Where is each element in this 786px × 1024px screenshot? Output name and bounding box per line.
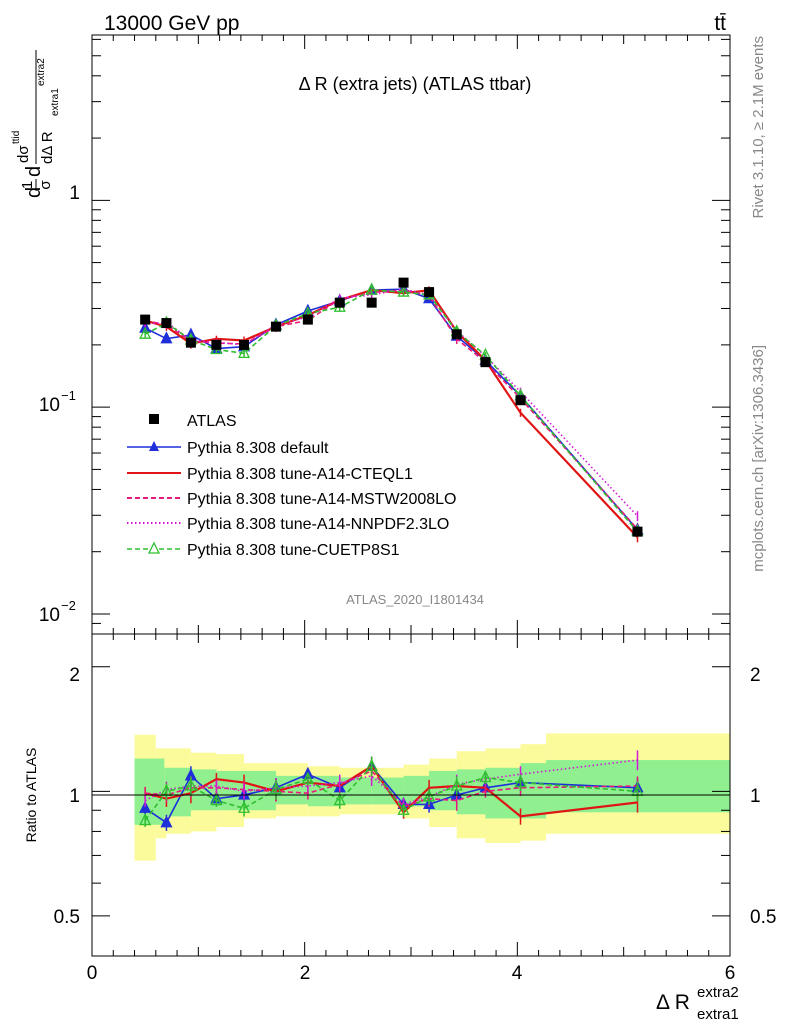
atlas-point-12 (480, 357, 491, 368)
legend-entry-atlas: ATLAS (149, 413, 237, 430)
x-axis-label-sub: extra1 (697, 1006, 739, 1023)
main-y-axis-label: d 1 σ d dσ ttid dΔ R extra1 extra2 (11, 50, 61, 198)
ratio-tick-0.5-left: 0.5 (54, 907, 80, 928)
energy-label: 13000 GeV pp (104, 12, 239, 35)
x-tick-6: 6 (725, 963, 736, 984)
ratio-marker-4-3 (210, 793, 223, 806)
ratio-marker-4-8 (365, 758, 378, 771)
main-marker-4-0 (139, 326, 152, 339)
atlas-point-6 (302, 314, 313, 325)
atlas-point-1 (161, 318, 172, 329)
x-axis-label: Δ R extra2 extra1 (656, 984, 739, 1023)
ratio-marker-4-11 (450, 778, 463, 791)
process-label: tt̄ (714, 12, 726, 35)
x-tick-0: 0 (87, 963, 98, 984)
ylabel-d: d (23, 187, 45, 198)
atlas-point-8 (366, 297, 377, 308)
main-marker-4-8 (365, 282, 378, 295)
legend-marker-atlas (149, 414, 159, 424)
legend-marker-default (149, 441, 159, 451)
legend-entry-mstw: Pythia 8.308 tune-A14-MSTW2008LO (127, 491, 456, 508)
ratio-marker-4-0 (139, 813, 152, 826)
ratio-panel-data (139, 750, 644, 831)
legend-entry-cteql1: Pythia 8.308 tune-A14-CTEQL1 (127, 466, 413, 483)
legend-marker-cuetp8s1 (147, 541, 161, 554)
atlas-point-3 (211, 339, 222, 350)
y-tick-label-0.01: 10 (39, 605, 60, 626)
rivet-version-label: Rivet 3.1.10, ≥ 2.1M events (750, 36, 767, 219)
ratio-marker-0-0 (139, 800, 152, 813)
atlas-point-4 (239, 339, 250, 350)
legend-entry-default: Pythia 8.308 default (127, 440, 329, 457)
atlas-point-14 (632, 526, 643, 537)
atlas-point-5 (270, 321, 281, 332)
legend-label-cteql1: Pythia 8.308 tune-A14-CTEQL1 (187, 466, 413, 483)
legend-entry-cuetp8s1: Pythia 8.308 tune-CUETP8S1 (127, 541, 400, 559)
ratio-marker-4-6 (301, 771, 314, 784)
atlas-point-0 (140, 314, 151, 325)
x-axis-label-sup: extra2 (697, 984, 739, 1001)
svg-text:d: d (23, 187, 45, 198)
ratio-marker-4-10 (423, 789, 436, 802)
main-marker-4-4 (238, 345, 251, 359)
ratio-tick-2-left: 2 (69, 665, 80, 686)
x-tick-2: 2 (300, 963, 311, 984)
ratio-marker-4-9 (397, 802, 410, 815)
y-tick-label-0.1: 10 (39, 395, 60, 416)
ratio-tick-1-right: 1 (750, 786, 761, 807)
ratio-marker-4-2 (184, 778, 197, 791)
ratio-tick-0.5-right: 0.5 (750, 907, 776, 928)
mcplots-label: mcplots.cern.ch [arXiv:1306.3436] (750, 345, 767, 572)
main-marker-4-9 (397, 284, 410, 297)
atlas-point-10 (424, 287, 435, 298)
atlas-point-7 (334, 297, 345, 308)
atlas-point-9 (398, 277, 409, 288)
atlas-point-2 (185, 337, 196, 348)
ylabel-frac-den: σ (37, 180, 54, 190)
y-tick-exp-0.01: −2 (61, 598, 76, 613)
legend-entry-nnpdf: Pythia 8.308 tune-A14-NNPDF2.3LO (127, 516, 449, 533)
x-axis-label-main: Δ R (656, 991, 690, 1014)
legend: ATLAS Pythia 8.308 default Pythia 8.308 … (127, 413, 456, 559)
ylabel-dsigma: dσ (15, 145, 32, 163)
ylabel-d2: d (23, 166, 45, 177)
axis-ticks (91, 35, 731, 957)
legend-label-mstw: Pythia 8.308 tune-A14-MSTW2008LO (187, 491, 456, 508)
ratio-marker-4-12 (479, 770, 492, 783)
atlas-point-11 (451, 329, 462, 340)
ratio-marker-0-1 (160, 815, 173, 828)
plot-title: Δ R (extra jets) (ATLAS ttbar) (299, 74, 532, 94)
ratio-marker-4-7 (333, 793, 346, 806)
ylabel-extra2: extra2 (36, 58, 47, 86)
ratio-marker-4-13 (514, 775, 527, 788)
legend-label-atlas: ATLAS (187, 413, 237, 430)
ylabel-frac-num: 1 (19, 181, 36, 189)
legend-label-default: Pythia 8.308 default (187, 440, 329, 457)
ylabel-dDR: dΔ R (39, 131, 56, 164)
ratio-tick-1-left: 1 (69, 786, 80, 807)
atlas-point-13 (515, 395, 526, 406)
main-panel-data (139, 277, 644, 543)
legend-label-cuetp8s1: Pythia 8.308 tune-CUETP8S1 (187, 542, 400, 559)
y-tick-exp-0.1: −1 (61, 388, 76, 403)
ratio-marker-4-5 (269, 782, 283, 795)
x-tick-4: 4 (512, 963, 523, 984)
analysis-id: ATLAS_2020_I1801434 (346, 592, 484, 607)
ratio-y-axis-label: Ratio to ATLAS (23, 748, 39, 843)
ratio-marker-4-4 (238, 800, 251, 813)
ylabel-extra1: extra1 (50, 88, 61, 116)
main-marker-0-1 (160, 331, 173, 344)
ratio-line-3 (144, 759, 638, 806)
ylabel-ttid: ttid (11, 131, 22, 144)
y-tick-label-1: 1 (69, 183, 80, 204)
legend-label-nnpdf: Pythia 8.308 tune-A14-NNPDF2.3LO (187, 516, 449, 533)
ratio-tick-2-right: 2 (750, 665, 761, 686)
band-inner-0 (134, 758, 165, 825)
ratio-line-2 (145, 770, 638, 808)
